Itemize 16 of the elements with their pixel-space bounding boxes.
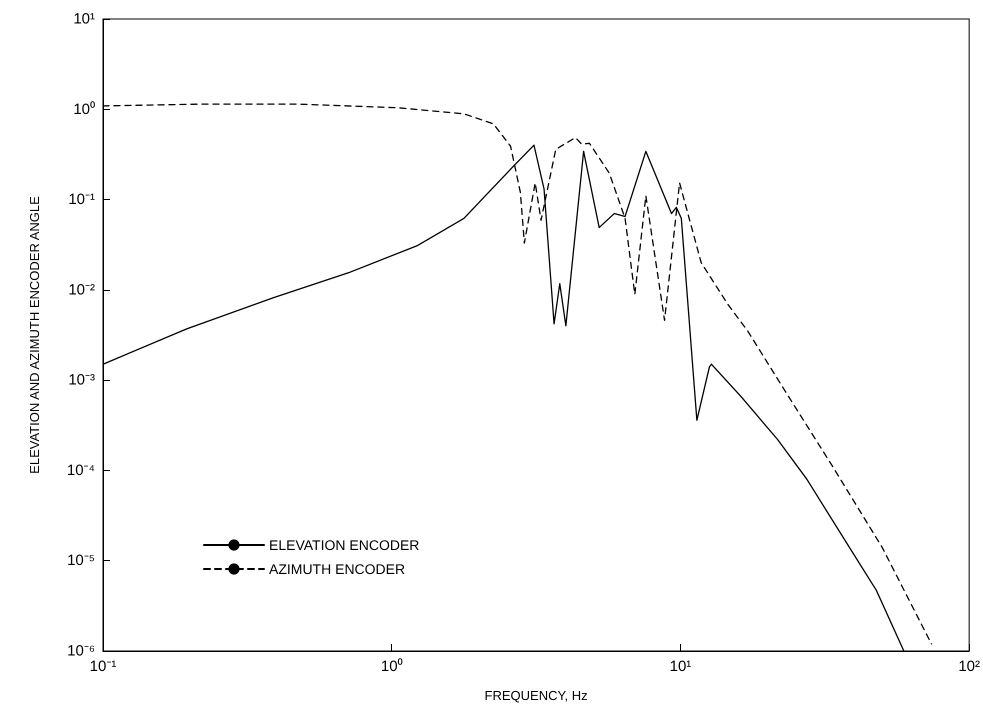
x-tick-label: 10⁻¹ (90, 658, 116, 675)
y-tick-label: 10⁻⁵ (67, 552, 95, 570)
y-tick-label: 10⁻¹ (68, 191, 95, 208)
y-tick-label: 10⁻³ (68, 372, 95, 389)
y-tick-label: 10⁻² (68, 281, 95, 298)
x-axis-title: FREQUENCY, Hz (484, 688, 588, 703)
y-tick-label: 10⁻⁶ (67, 642, 95, 660)
legend-label: AZIMUTH ENCODER (269, 561, 406, 577)
y-axis-title: ELEVATION AND AZIMUTH ENCODER ANGLE (27, 196, 42, 474)
x-tick-label: 10⁰ (380, 658, 403, 675)
y-tick-label: 10⁰ (73, 100, 95, 118)
x-tick-label: 10¹ (670, 658, 692, 675)
y-tick-label: 10⁻⁴ (66, 462, 95, 479)
x-tick-label: 10² (958, 658, 980, 675)
y-tick-label: 10¹ (73, 10, 95, 28)
legend-label: ELEVATION ENCODER (269, 537, 420, 553)
